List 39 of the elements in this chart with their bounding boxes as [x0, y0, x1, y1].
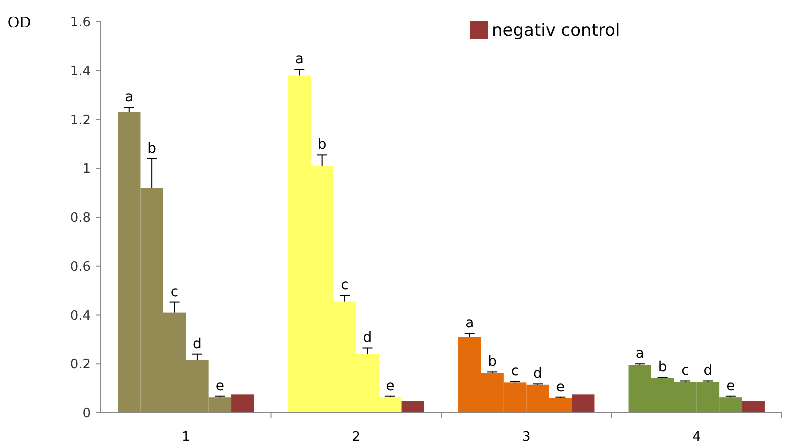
data-label: a: [466, 316, 474, 332]
x-tick-label: 1: [182, 430, 190, 445]
y-tick-label: 0: [82, 406, 91, 422]
y-tick-label: 1.6: [70, 16, 91, 31]
data-label: c: [511, 364, 520, 380]
bar: [742, 401, 765, 413]
data-label: c: [170, 284, 179, 300]
y-tick-label: 1: [82, 162, 91, 178]
y-tick-label: 0.4: [70, 308, 91, 324]
x-tick-label: 4: [692, 430, 702, 445]
legend-label: negativ control: [492, 20, 620, 41]
x-tick-label: 2: [352, 430, 361, 445]
y-tick-label: 0.8: [70, 211, 91, 226]
bar: [402, 401, 424, 413]
bar: [232, 394, 254, 413]
data-label: b: [318, 137, 327, 154]
y-axis-title: OD: [8, 14, 32, 32]
x-tick-label: 3: [522, 430, 531, 445]
y-tick-label: 0.6: [70, 260, 91, 275]
data-label: a: [636, 346, 644, 362]
data-label: e: [556, 379, 565, 396]
data-label: e: [216, 378, 224, 394]
data-label: d: [363, 330, 372, 346]
data-label: e: [386, 378, 395, 394]
data-label: b: [488, 354, 498, 370]
y-tick-label: 1.4: [70, 64, 91, 80]
data-label: a: [125, 90, 134, 106]
data-label: b: [658, 360, 668, 376]
data-label: d: [704, 363, 713, 380]
bar: [572, 394, 595, 413]
data-label: c: [341, 278, 349, 294]
data-label: b: [148, 140, 157, 157]
data-label: e: [726, 378, 736, 394]
data-label: d: [193, 336, 202, 352]
y-tick-label: 1.2: [70, 113, 91, 128]
data-label: a: [295, 52, 304, 68]
y-tick-label: 0.2: [70, 358, 91, 373]
data-label: c: [682, 363, 690, 380]
data-label: d: [534, 366, 542, 382]
